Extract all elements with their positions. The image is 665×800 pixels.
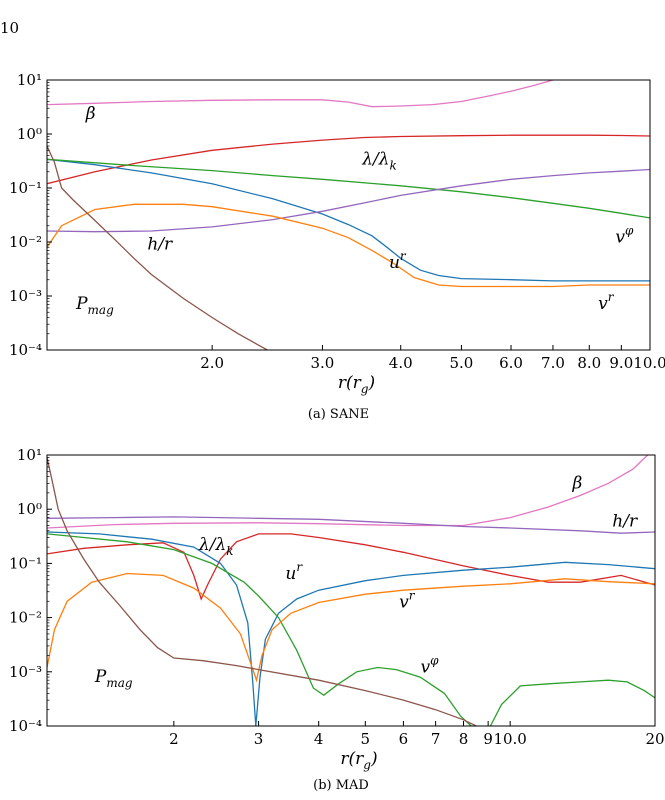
x-tick-label: 8 (459, 730, 469, 748)
panel-sane: 10¹ 10⁰ 10⁻¹ 10⁻² 10⁻³ 10⁻⁴ 2.0 3.0 4.0 5.0 6.0 7.0… (9, 71, 665, 422)
curve-label-lam: λ/λk (361, 150, 397, 173)
curve-label-pmag: Pmag (94, 667, 133, 690)
series-line- (47, 80, 554, 108)
x-tick-label: 7.0 (541, 354, 565, 372)
y-tick-label: 10⁻⁴ (9, 717, 42, 735)
series-line-k (47, 134, 650, 185)
x-tick-label: 5.0 (449, 354, 473, 372)
series-line-v-r (47, 572, 655, 683)
curve-label-ur: ur (285, 560, 303, 584)
x-tick-label: 2.0 (200, 354, 224, 372)
x-tick-label: 8.0 (577, 354, 601, 372)
curve-label-hr: h/r (612, 511, 638, 531)
x-tick-label: 4.0 (389, 354, 413, 372)
series-line-h-r (47, 516, 655, 534)
series-line-p-mag (47, 145, 268, 350)
series-line-u-r (47, 531, 655, 726)
plot-frame (46, 454, 656, 727)
x-tick-label: 7 (431, 730, 441, 748)
curve-label-lam: λ/λk (198, 535, 234, 558)
x-tick-label: 6.0 (499, 354, 523, 372)
curve-label-vr: vr (598, 290, 615, 314)
x-axis-label: r(rg) (340, 749, 377, 772)
y-tick-label: 10⁻³ (9, 663, 42, 681)
curve-label-beta: β (572, 474, 583, 494)
x-tick-label: 9 (483, 730, 493, 748)
curve-label-hr: h/r (147, 235, 173, 255)
panel-caption: (a) SANE (308, 407, 369, 422)
y-tick-label: 10⁻¹ (9, 179, 42, 197)
y-tick-label: 10⁻¹ (9, 554, 42, 572)
x-axis-label: r(rg) (338, 373, 375, 396)
x-tick-label: 4 (314, 730, 324, 748)
curve-label-pmag: Pmag (75, 294, 114, 317)
series-line-v-r (47, 203, 650, 288)
y-tick-label: 10⁻² (9, 233, 42, 251)
curve-label-vr: vr (399, 588, 416, 612)
x-tick-label: 6 (399, 730, 409, 748)
y-tick-label: 10⁻⁴ (9, 341, 42, 359)
y-tick-label: 10⁻³ (9, 287, 42, 305)
y-tick-label: 10⁻² (9, 609, 42, 627)
series-line-v (47, 158, 650, 219)
curve-label-beta: β (85, 104, 96, 124)
x-tick-label: 9.0 (609, 354, 633, 372)
series-line-k (47, 533, 655, 601)
series-group (47, 455, 655, 726)
series-line- (47, 455, 649, 529)
y-tick-label: 10⁰ (17, 500, 42, 518)
x-tick-label: 20 (645, 730, 664, 748)
series-group (47, 80, 650, 350)
series-line-v (47, 533, 655, 726)
curve-label-vphi: vφ (421, 653, 440, 677)
series-line-h-r (47, 168, 650, 233)
y-tick-label: 10¹ (17, 446, 42, 464)
curve-label-vphi: vφ (615, 223, 634, 247)
x-tick-label: 10.0 (493, 730, 526, 748)
x-tick-label: 3.0 (311, 354, 335, 372)
x-tick-label: 2 (169, 730, 179, 748)
plot-frame (46, 79, 651, 351)
x-tick-label: 5 (361, 730, 371, 748)
corner-text: 10 (0, 19, 19, 37)
series-line-u-r (47, 158, 650, 282)
x-tick-label: 10.0 (633, 354, 665, 372)
x-tick-label: 3 (254, 730, 264, 748)
panel-mad: 10¹ 10⁰ 10⁻¹ 10⁻² 10⁻³ 10⁻⁴ 2 3 4 5 6 7 8 9 10.0 20 r(rg… (9, 446, 665, 793)
curve-label-ur: ur (389, 249, 407, 273)
y-tick-label: 10⁰ (17, 125, 42, 143)
series-line-p-mag (47, 457, 477, 726)
panel-caption: (b) MAD (313, 778, 369, 793)
y-tick-label: 10¹ (17, 71, 42, 89)
